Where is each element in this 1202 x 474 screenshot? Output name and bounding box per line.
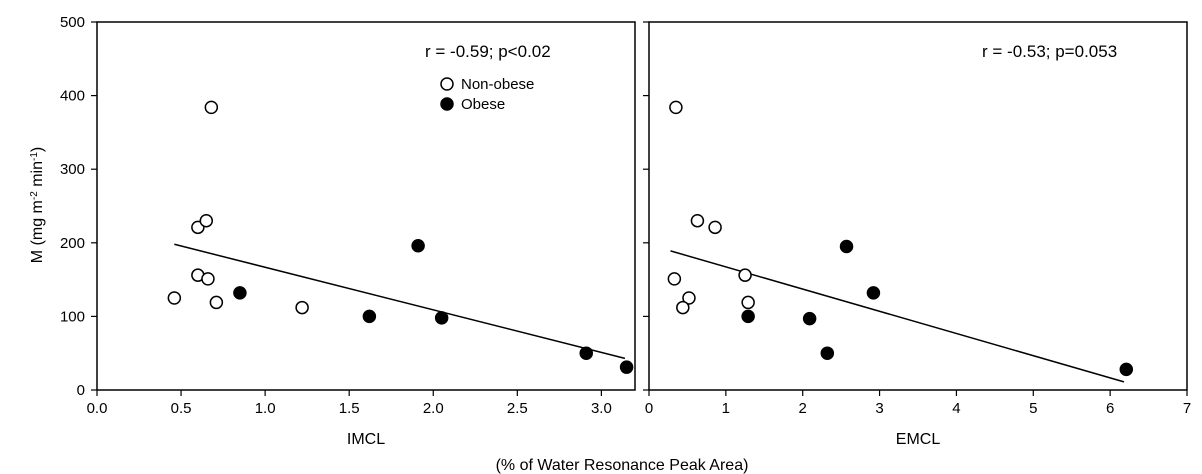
panel-emcl-x-axis-title: EMCL [896, 431, 941, 448]
y-tick-label: 500 [60, 14, 85, 31]
panel-imcl-annotation: r = -0.59; p<0.02 [425, 42, 551, 61]
data-point-non-obese [201, 272, 215, 286]
data-point-non-obese [676, 300, 690, 315]
data-point-non-obese [167, 291, 182, 305]
data-point-non-obese [667, 272, 682, 286]
panel-imcl-x-axis-title: IMCL [347, 431, 385, 448]
panel-emcl-x-ticks: 0 1 2 3 4 5 6 7 [645, 390, 1191, 417]
x-tick-label: 1.5 [339, 400, 360, 417]
x-tick-label: 3 [875, 400, 883, 417]
x-tick-label: 3.0 [591, 400, 612, 417]
panel-imcl-fit-line [174, 243, 626, 360]
data-point-obese [579, 346, 593, 360]
data-point-non-obese [295, 300, 309, 315]
panel-emcl-y-ticks [643, 21, 649, 391]
data-point-non-obese [199, 213, 214, 228]
data-point-non-obese [690, 213, 705, 228]
data-point-non-obese [741, 295, 755, 310]
y-tick-label: 100 [60, 308, 85, 325]
data-point-non-obese [209, 295, 224, 310]
panel-imcl-y-ticks: 0 100 200 300 400 500 [60, 14, 97, 399]
data-point-obese [411, 238, 425, 253]
x-tick-label: 2.5 [507, 400, 528, 417]
panel-imcl-x-ticks: 0.0 0.5 1.0 1.5 2.0 2.5 3.0 [87, 390, 612, 417]
data-point-obese [362, 309, 377, 324]
legend-label-obese: Obese [461, 96, 505, 113]
x-tick-label: 1 [722, 400, 730, 417]
data-point-obese [820, 346, 835, 360]
y-tick-label: 300 [60, 161, 85, 178]
data-point-obese [1119, 362, 1134, 377]
x-tick-label: 0.5 [171, 400, 192, 417]
x-tick-label: 2 [799, 400, 807, 417]
data-point-obese [839, 239, 854, 254]
data-point-obese [619, 360, 634, 374]
panel-imcl-points [167, 100, 634, 374]
panel-emcl-frame [648, 21, 1188, 391]
shared-x-axis-title: (% of Water Resonance Peak Area) [496, 457, 749, 474]
y-tick-label: 400 [60, 88, 85, 105]
panel-imcl: 0 100 200 300 400 500 0.0 0.5 1.0 1.5 2.0 2.5 3.0 r… [60, 14, 636, 448]
y-tick-label: 200 [60, 235, 85, 252]
legend-marker-non-obese [440, 77, 454, 91]
y-axis-title: M (mg m-2 min-1) [29, 147, 47, 263]
data-point-obese [233, 286, 247, 300]
data-point-non-obese [682, 291, 696, 305]
data-point-obese [741, 309, 755, 324]
data-point-obese [434, 311, 449, 325]
legend-marker-obese [440, 97, 454, 111]
x-tick-label: 0.0 [87, 400, 108, 417]
panel-emcl-points [667, 100, 1134, 377]
data-point-non-obese [669, 100, 683, 115]
x-tick-label: 4 [952, 400, 960, 417]
x-tick-label: 5 [1029, 400, 1037, 417]
x-tick-label: 0 [645, 400, 653, 417]
x-tick-label: 1.0 [255, 400, 276, 417]
panel-imcl-frame [96, 21, 636, 391]
panel-emcl-fit-line [670, 250, 1125, 383]
x-tick-label: 7 [1183, 400, 1191, 417]
y-tick-label: 0 [77, 382, 85, 399]
data-point-obese [866, 286, 881, 300]
x-tick-label: 2.0 [423, 400, 444, 417]
legend: Non-obese Obese [440, 76, 534, 113]
x-tick-label: 6 [1106, 400, 1114, 417]
panel-emcl: 0 1 2 3 4 5 6 7 r = -0.53; p=0.053 EMCL [643, 21, 1191, 448]
data-point-non-obese [708, 220, 722, 235]
legend-label-non-obese: Non-obese [461, 76, 534, 93]
data-point-non-obese [738, 268, 752, 282]
data-point-obese [802, 311, 817, 326]
data-point-non-obese [204, 100, 219, 115]
panel-emcl-annotation: r = -0.53; p=0.053 [982, 42, 1117, 61]
